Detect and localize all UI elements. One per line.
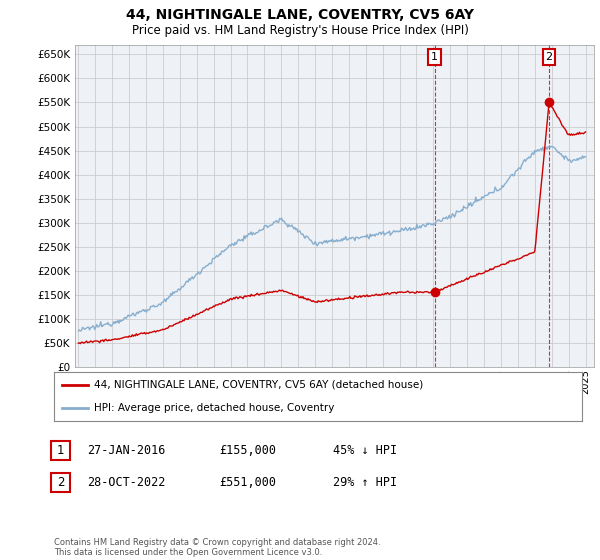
Text: 28-OCT-2022: 28-OCT-2022 <box>87 476 166 489</box>
Text: Contains HM Land Registry data © Crown copyright and database right 2024.
This d: Contains HM Land Registry data © Crown c… <box>54 538 380 557</box>
Text: £551,000: £551,000 <box>219 476 276 489</box>
Text: 44, NIGHTINGALE LANE, COVENTRY, CV5 6AY (detached house): 44, NIGHTINGALE LANE, COVENTRY, CV5 6AY … <box>94 380 423 390</box>
Text: 29% ↑ HPI: 29% ↑ HPI <box>333 476 397 489</box>
Text: 27-JAN-2016: 27-JAN-2016 <box>87 444 166 458</box>
Text: 2: 2 <box>545 52 553 62</box>
Text: 45% ↓ HPI: 45% ↓ HPI <box>333 444 397 458</box>
Text: 44, NIGHTINGALE LANE, COVENTRY, CV5 6AY: 44, NIGHTINGALE LANE, COVENTRY, CV5 6AY <box>126 8 474 22</box>
Text: HPI: Average price, detached house, Coventry: HPI: Average price, detached house, Cove… <box>94 403 334 413</box>
Text: 1: 1 <box>431 52 438 62</box>
Text: Price paid vs. HM Land Registry's House Price Index (HPI): Price paid vs. HM Land Registry's House … <box>131 24 469 36</box>
Text: 2: 2 <box>57 476 64 489</box>
Text: £155,000: £155,000 <box>219 444 276 458</box>
Text: 1: 1 <box>57 444 64 458</box>
